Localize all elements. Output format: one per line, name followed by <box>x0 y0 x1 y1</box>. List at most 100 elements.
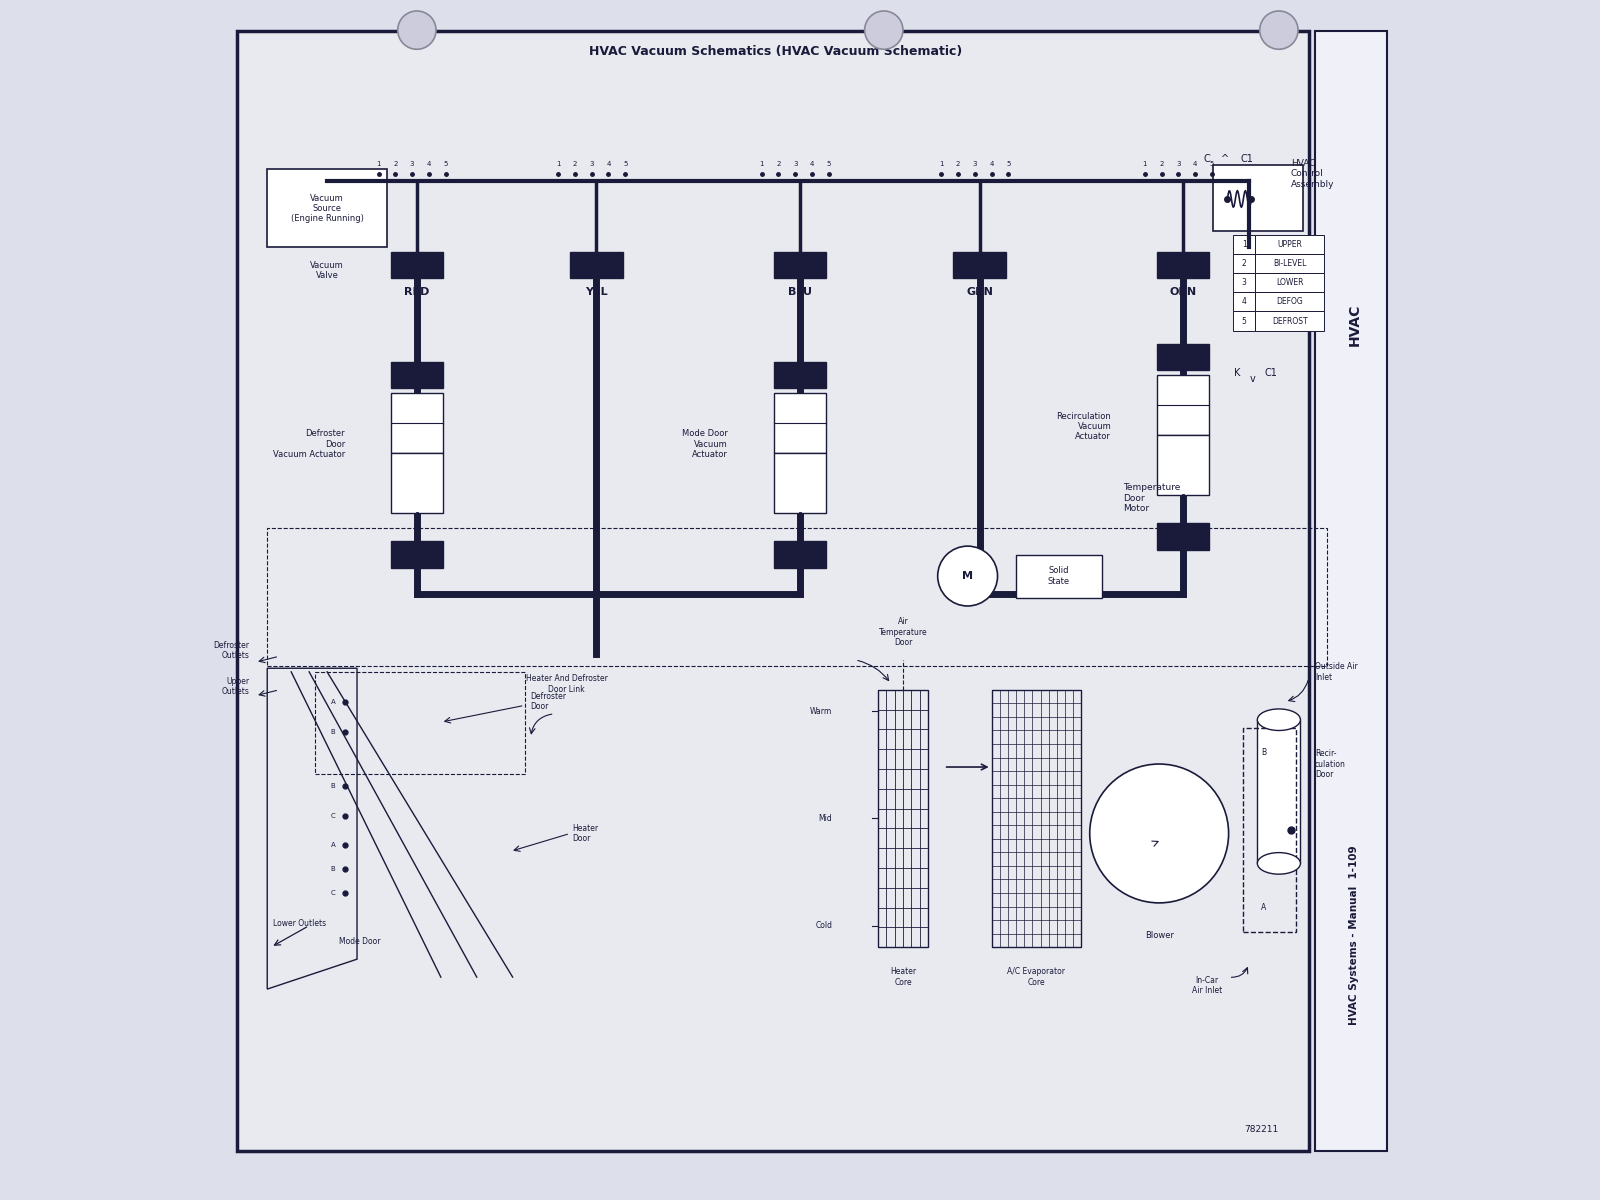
Circle shape <box>1090 764 1229 902</box>
Text: 3: 3 <box>589 161 594 167</box>
Bar <box>267 668 1309 989</box>
Text: YEL: YEL <box>586 287 608 298</box>
Text: Recirculation
Vacuum
Actuator: Recirculation Vacuum Actuator <box>1056 412 1112 442</box>
Bar <box>1254 312 1325 331</box>
Text: BLU: BLU <box>787 287 813 298</box>
Text: B: B <box>331 866 336 872</box>
Bar <box>1157 434 1210 494</box>
Text: UPPER: UPPER <box>1277 240 1302 248</box>
Text: Blower: Blower <box>1144 931 1174 940</box>
Bar <box>237 31 1309 1151</box>
Text: HVAC: HVAC <box>1347 304 1362 346</box>
Bar <box>390 252 443 278</box>
Text: 4: 4 <box>989 161 994 167</box>
Text: Lower Outlets: Lower Outlets <box>274 919 326 928</box>
Text: Vacuum
Source
(Engine Running): Vacuum Source (Engine Running) <box>291 193 363 223</box>
Bar <box>1157 252 1210 278</box>
Bar <box>1243 728 1296 931</box>
Text: C: C <box>331 890 336 896</box>
Text: K: K <box>1234 367 1240 378</box>
Bar <box>267 528 1326 666</box>
Text: 5: 5 <box>443 161 448 167</box>
Text: 1: 1 <box>1142 161 1147 167</box>
Text: 5: 5 <box>622 161 627 167</box>
Bar <box>1254 274 1325 293</box>
Text: 2: 2 <box>1242 259 1246 268</box>
Text: Temperature
Door
Motor: Temperature Door Motor <box>1123 484 1181 514</box>
Ellipse shape <box>1258 853 1301 874</box>
Text: v: v <box>1250 373 1256 384</box>
Text: LOWER: LOWER <box>1275 278 1304 287</box>
Bar <box>1254 254 1325 274</box>
Bar <box>1234 235 1254 254</box>
Text: B: B <box>331 782 336 788</box>
Text: 2: 2 <box>955 161 960 167</box>
Text: Vacuum
Valve: Vacuum Valve <box>310 262 344 281</box>
Text: 5: 5 <box>1242 317 1246 325</box>
Text: Defroster
Door: Defroster Door <box>531 692 566 712</box>
Circle shape <box>1259 11 1298 49</box>
Text: A: A <box>1261 904 1266 912</box>
Text: B: B <box>1261 748 1266 756</box>
Text: 4: 4 <box>1242 298 1246 306</box>
Text: BI-LEVEL: BI-LEVEL <box>1274 259 1306 268</box>
Bar <box>774 392 826 452</box>
Bar <box>390 392 443 452</box>
Ellipse shape <box>1258 709 1301 731</box>
Text: Solid
State: Solid State <box>1048 566 1070 586</box>
Text: C1: C1 <box>1264 367 1277 378</box>
Text: Mode Door
Vacuum
Actuator: Mode Door Vacuum Actuator <box>682 430 728 460</box>
Text: C: C <box>1203 155 1211 164</box>
Text: 4: 4 <box>606 161 611 167</box>
Text: DEFROST: DEFROST <box>1272 317 1307 325</box>
Bar <box>954 252 1006 278</box>
Text: Defroster
Door
Vacuum Actuator: Defroster Door Vacuum Actuator <box>274 430 346 460</box>
Text: 2: 2 <box>573 161 578 167</box>
Bar <box>992 690 1082 947</box>
Text: Air
Temperature
Door: Air Temperature Door <box>878 618 928 647</box>
Text: 5: 5 <box>1006 161 1011 167</box>
Bar <box>315 672 525 774</box>
Text: 2: 2 <box>394 161 397 167</box>
Bar <box>1157 343 1210 370</box>
Text: 1: 1 <box>1242 240 1246 248</box>
Text: 1: 1 <box>555 161 560 167</box>
Bar <box>1016 554 1102 598</box>
Bar <box>1234 293 1254 312</box>
Text: 1: 1 <box>760 161 763 167</box>
Text: Cold: Cold <box>816 922 832 930</box>
Polygon shape <box>267 668 357 989</box>
Text: Outside Air
Inlet: Outside Air Inlet <box>1315 662 1357 682</box>
Bar <box>390 452 443 512</box>
Circle shape <box>938 546 997 606</box>
Text: A/C Evaporator
Core: A/C Evaporator Core <box>1008 967 1066 986</box>
Text: 3: 3 <box>410 161 414 167</box>
Bar <box>1234 254 1254 274</box>
Text: Mode Door: Mode Door <box>339 937 381 946</box>
Bar <box>1234 274 1254 293</box>
Text: GRN: GRN <box>966 287 994 298</box>
Bar <box>1234 312 1254 331</box>
Bar <box>1258 720 1301 863</box>
Text: RED: RED <box>405 287 429 298</box>
Text: 4: 4 <box>427 161 430 167</box>
Text: 1: 1 <box>376 161 381 167</box>
Text: 5: 5 <box>1210 161 1214 167</box>
Text: Upper
Outlets: Upper Outlets <box>221 677 250 696</box>
Text: C: C <box>331 812 336 818</box>
Circle shape <box>864 11 902 49</box>
Text: HVAC Systems - Manual  1-109: HVAC Systems - Manual 1-109 <box>1349 846 1360 1025</box>
Text: 5: 5 <box>827 161 830 167</box>
Bar <box>570 252 622 278</box>
Text: HVAC Vacuum Schematics (HVAC Vacuum Schematic): HVAC Vacuum Schematics (HVAC Vacuum Sche… <box>589 46 963 58</box>
Text: ORN: ORN <box>1170 287 1197 298</box>
Text: A: A <box>331 842 336 848</box>
Text: A: A <box>331 698 336 704</box>
Bar <box>267 169 387 247</box>
Text: 4: 4 <box>1194 161 1197 167</box>
Text: 4: 4 <box>810 161 814 167</box>
Bar <box>774 541 826 568</box>
Text: HVAC
Control
Assembly: HVAC Control Assembly <box>1291 158 1334 188</box>
Bar <box>1157 374 1210 434</box>
Text: 3: 3 <box>1176 161 1181 167</box>
